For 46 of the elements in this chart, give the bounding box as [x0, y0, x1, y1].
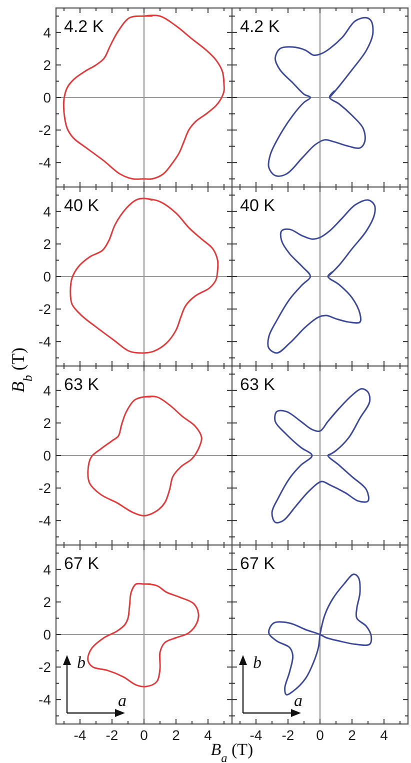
text: 67 K: [64, 554, 100, 573]
x-axis-title: B$_{a}$ (T): [210, 740, 254, 763]
line-series: [87, 582, 200, 688]
y-tick-label: 4: [43, 203, 52, 220]
y-tick-label: -2: [38, 301, 52, 318]
x-tick-label: 0: [140, 727, 148, 743]
text: 4.2 K: [64, 17, 104, 36]
x-tick-label: -4: [74, 727, 86, 743]
y-tick-label: -4: [38, 334, 52, 350]
y-tick-label: -2: [38, 122, 52, 138]
text: 67 K: [240, 554, 276, 573]
annotation: b: [77, 653, 86, 672]
y-tick-label: -4: [38, 692, 52, 708]
x-tick-label: -2: [282, 727, 294, 743]
y-tick-label: 0: [43, 626, 52, 642]
x-tick-label: 2: [348, 727, 356, 743]
line-series: [87, 396, 202, 516]
text: 40 K: [64, 196, 100, 215]
y-tick-label: 0: [43, 448, 52, 464]
annotation: a: [294, 691, 302, 710]
y-tick-label: -4: [38, 512, 52, 529]
x-tick-label: 2: [172, 727, 180, 743]
y-tick-label: 2: [43, 56, 52, 73]
y-tick-label: -4: [38, 154, 52, 171]
y-tick-label: -2: [38, 480, 52, 496]
text: 63 K: [240, 375, 276, 394]
annotation: b: [253, 653, 262, 672]
x-tick-label: 4: [380, 727, 388, 743]
x-tick-label: -2: [106, 727, 118, 743]
y-tick-label: 0: [43, 90, 52, 106]
line-series: [62, 14, 225, 180]
y-tick-label: 2: [43, 414, 52, 431]
y-tick-label: 0: [43, 268, 52, 284]
text: 40 K: [240, 196, 276, 215]
x-tick-label: -4: [250, 727, 262, 743]
y-tick-label: 4: [43, 24, 52, 40]
y-tick-label: 2: [43, 594, 52, 610]
y-tick-label: 2: [43, 236, 52, 252]
x-tick-label: 0: [316, 727, 324, 743]
y-tick-label: 4: [43, 382, 52, 398]
x-tick-label: 4: [204, 727, 212, 743]
text: 63 K: [64, 375, 100, 394]
y-tick-label: 4: [43, 561, 52, 578]
y-tick-label: -2: [38, 659, 52, 676]
text: 4.2 K: [240, 17, 280, 36]
annotation: a: [118, 691, 126, 710]
